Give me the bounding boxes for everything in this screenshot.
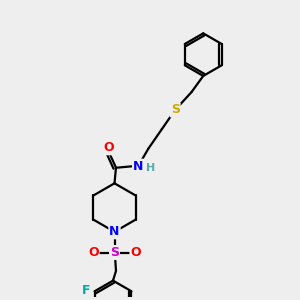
Text: O: O: [88, 246, 98, 259]
Text: H: H: [146, 163, 155, 172]
Text: N: N: [109, 225, 120, 238]
Text: O: O: [103, 141, 114, 154]
Text: F: F: [82, 284, 90, 297]
Text: N: N: [133, 160, 143, 173]
Text: O: O: [130, 246, 141, 259]
Text: S: S: [171, 103, 180, 116]
Text: S: S: [110, 246, 119, 259]
